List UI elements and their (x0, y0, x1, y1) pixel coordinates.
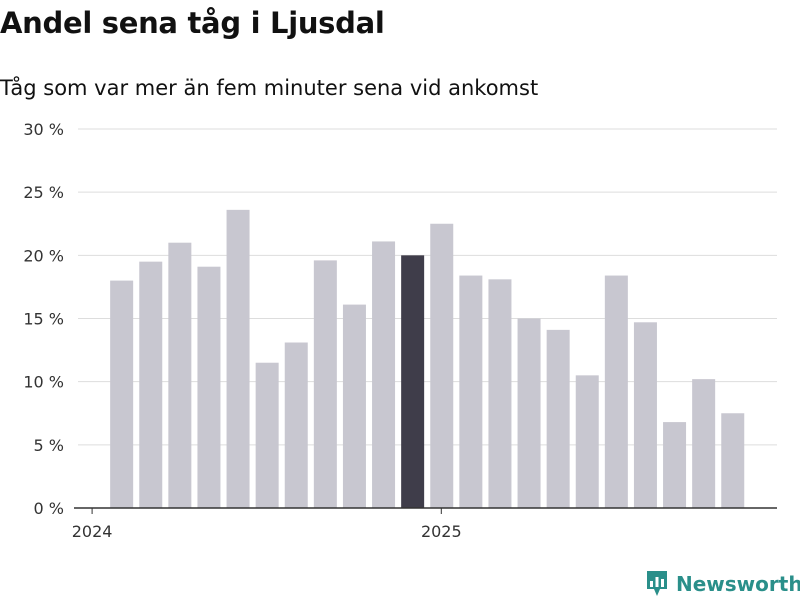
bar-2025-04 (546, 329, 570, 508)
bar-2025-03 (517, 318, 541, 508)
bar-2024-08 (313, 260, 337, 508)
chart-title: Andel sena tåg i Ljusdal (0, 6, 385, 40)
bar-2024-04 (197, 266, 221, 508)
bar-2025-10 (721, 413, 745, 508)
bar-2025-08 (663, 422, 687, 508)
gridlines: 0 % 5 % 10 % 15 % 20 % 25 % 30 % (23, 120, 777, 518)
x-tick-label: 2025 (421, 522, 462, 541)
y-tick-label: 25 % (23, 183, 64, 202)
brand-name: Newsworthy (676, 572, 800, 596)
x-axis: 2024 2025 (72, 507, 777, 541)
bar-2024-05 (226, 209, 250, 508)
bar-2025-05 (575, 375, 599, 508)
chart-subtitle: Tåg som var mer än fem minuter sena vid … (0, 76, 539, 100)
bar-2025-06 (604, 275, 628, 508)
bar-2024-07 (284, 342, 308, 508)
newsworthy-logo-icon (647, 571, 667, 596)
bar-2024-06 (255, 362, 279, 508)
bar-2024-12 (430, 223, 454, 508)
bar-2024-02 (139, 261, 163, 508)
bar-2025-07 (633, 322, 657, 508)
bar-2024-11 (401, 255, 425, 508)
bar-2024-01 (110, 280, 134, 508)
x-tick-label: 2024 (72, 522, 113, 541)
y-tick-label: 10 % (23, 373, 64, 392)
bar-2025-09 (692, 379, 716, 508)
bar-2025-02 (488, 279, 512, 508)
y-tick-label: 0 % (34, 499, 64, 518)
brand-logo: Newsworthy (645, 569, 800, 599)
y-tick-label: 5 % (34, 436, 64, 455)
bar-2024-03 (168, 242, 192, 508)
y-tick-label: 15 % (23, 310, 64, 329)
bar-2024-09 (342, 304, 366, 508)
bar-series (110, 209, 745, 509)
y-tick-label: 30 % (23, 120, 64, 139)
bar-2025-01 (459, 275, 483, 508)
bar-2024-10 (372, 241, 396, 509)
y-tick-label: 20 % (23, 246, 64, 265)
